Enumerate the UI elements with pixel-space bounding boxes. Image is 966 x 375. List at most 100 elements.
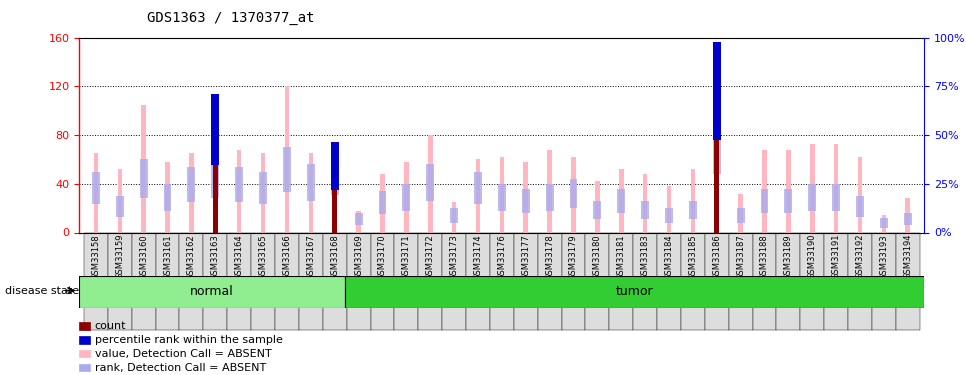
Bar — [213, 117, 217, 232]
Bar — [641, 201, 649, 219]
Bar — [595, 182, 600, 232]
Bar — [212, 94, 219, 165]
Bar — [681, 232, 705, 330]
Bar — [832, 184, 840, 211]
Bar — [809, 184, 816, 211]
Bar — [548, 150, 552, 232]
Bar — [236, 166, 243, 202]
Bar — [330, 142, 339, 190]
Bar — [786, 150, 790, 232]
Bar — [156, 232, 180, 330]
Bar — [394, 232, 418, 330]
Bar — [715, 44, 719, 232]
Bar — [593, 201, 601, 219]
Bar — [323, 232, 347, 330]
Bar — [227, 232, 251, 330]
Bar — [713, 111, 721, 174]
Bar — [713, 42, 721, 140]
Bar — [895, 232, 920, 330]
Bar — [753, 232, 777, 330]
Bar — [728, 232, 753, 330]
Bar — [330, 152, 339, 195]
Bar — [371, 232, 394, 330]
Text: percentile rank within the sample: percentile rank within the sample — [95, 335, 282, 345]
Bar — [522, 189, 529, 213]
Bar — [760, 189, 768, 213]
Bar — [691, 169, 696, 232]
Bar — [617, 189, 625, 213]
Bar — [332, 157, 337, 232]
Bar — [474, 172, 482, 204]
Bar — [824, 232, 848, 330]
Bar — [738, 194, 743, 232]
Bar — [261, 153, 266, 232]
Bar — [332, 165, 337, 232]
Bar — [904, 213, 912, 225]
Bar — [418, 232, 442, 330]
Bar — [141, 105, 146, 232]
Bar — [213, 117, 217, 232]
Bar — [571, 157, 576, 232]
Bar — [642, 174, 647, 232]
Bar — [283, 147, 291, 192]
Bar — [514, 232, 538, 330]
Bar — [426, 164, 434, 201]
Text: tumor: tumor — [616, 285, 653, 298]
Bar — [585, 232, 610, 330]
Bar — [737, 208, 745, 223]
Bar — [189, 153, 194, 232]
Bar — [475, 159, 480, 232]
Bar — [524, 162, 528, 232]
Bar — [619, 169, 623, 232]
Bar — [381, 174, 384, 232]
Bar — [356, 211, 361, 232]
Bar — [705, 232, 728, 330]
Bar — [403, 184, 411, 211]
Bar — [633, 232, 657, 330]
Bar — [251, 232, 275, 330]
Bar — [116, 196, 124, 217]
Bar — [140, 159, 148, 198]
Bar — [92, 172, 99, 204]
Bar — [452, 202, 456, 232]
Bar — [665, 208, 673, 223]
Bar — [715, 44, 719, 232]
Bar — [308, 153, 313, 232]
Bar — [490, 232, 514, 330]
Bar — [872, 232, 895, 330]
Bar — [345, 276, 924, 308]
Bar — [784, 189, 792, 213]
Bar — [212, 159, 219, 198]
Bar — [834, 144, 838, 232]
Bar — [546, 184, 554, 211]
Bar — [79, 276, 345, 308]
Bar — [777, 232, 800, 330]
Bar — [561, 232, 585, 330]
Bar — [355, 213, 362, 225]
Bar — [882, 215, 886, 232]
Bar — [84, 232, 108, 330]
Text: disease state: disease state — [5, 286, 79, 296]
Bar — [237, 150, 242, 232]
Bar — [905, 198, 910, 232]
Bar — [570, 179, 578, 208]
Bar — [848, 232, 872, 330]
Bar — [800, 232, 824, 330]
Bar — [497, 184, 506, 211]
Bar — [428, 135, 433, 232]
Bar — [259, 172, 267, 204]
Bar — [180, 232, 204, 330]
Bar — [285, 86, 289, 232]
Bar — [163, 184, 172, 211]
Bar — [307, 164, 315, 201]
Bar — [450, 208, 458, 223]
Text: rank, Detection Call = ABSENT: rank, Detection Call = ABSENT — [95, 363, 266, 372]
Bar — [499, 157, 504, 232]
Bar — [667, 186, 671, 232]
Bar — [131, 232, 156, 330]
Bar — [610, 232, 633, 330]
Bar — [538, 232, 561, 330]
Bar — [275, 232, 298, 330]
Bar — [810, 144, 814, 232]
Text: value, Detection Call = ABSENT: value, Detection Call = ABSENT — [95, 349, 271, 358]
